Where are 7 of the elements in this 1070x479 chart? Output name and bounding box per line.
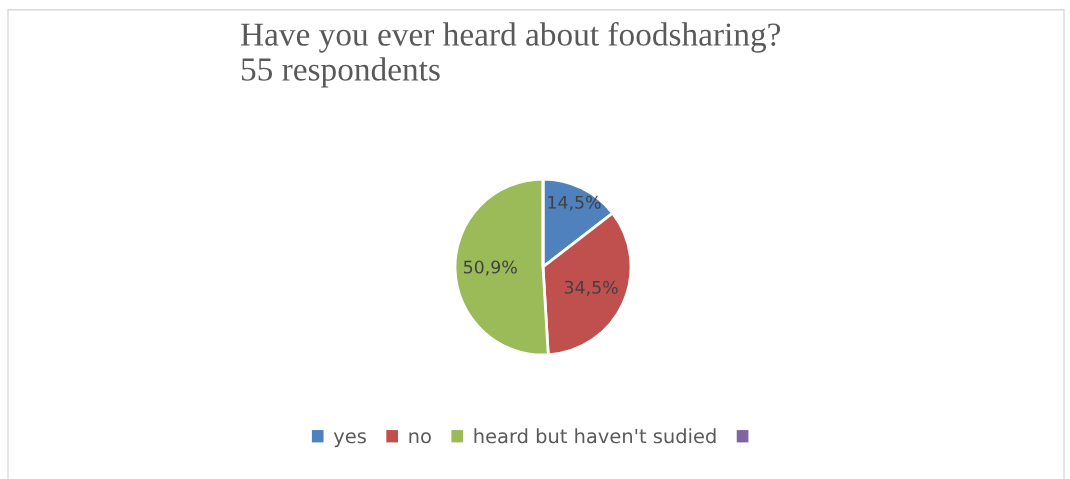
data-label: 14,5% [548,195,601,211]
chart-title: Have you ever heard about foodsharing? 55 respondents [240,22,781,88]
data-label: 50,9% [463,260,517,276]
data-label: 34,5% [564,280,618,296]
legend-label: yes [333,432,366,448]
legend-label: heard but haven't sudied [474,428,716,444]
legend-label: no [409,432,431,444]
